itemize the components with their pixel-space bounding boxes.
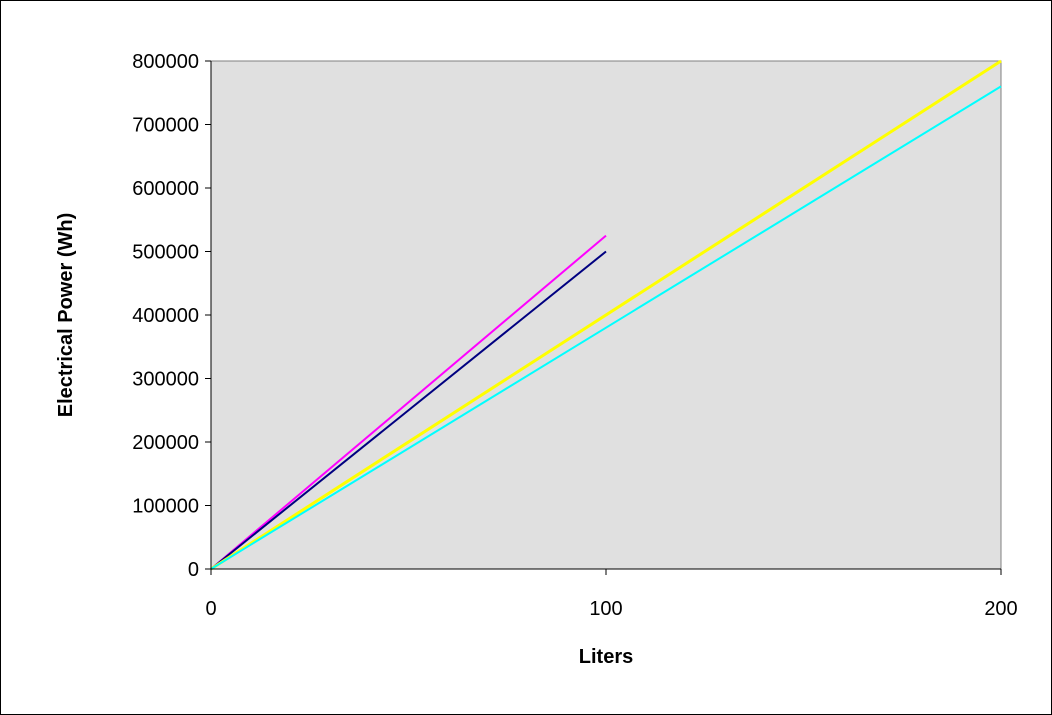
x-tick-label: 100 <box>589 598 622 620</box>
y-tick-label: 0 <box>188 559 199 581</box>
axes-layer: 0 100000 200000 300000 400000 500000 600000 700… <box>132 51 1017 620</box>
series-layer <box>210 59 1002 571</box>
series-line-3 <box>210 59 1002 571</box>
y-tick-label: 200000 <box>132 432 199 454</box>
x-tick-label: 200 <box>984 598 1017 620</box>
series-line-4 <box>210 85 1002 570</box>
y-tick-label: 100000 <box>132 496 199 518</box>
series-line-1 <box>210 234 607 570</box>
y-tick-label: 300000 <box>132 369 199 391</box>
y-tick-label: 700000 <box>132 115 199 137</box>
y-tick-label: 400000 <box>132 305 199 327</box>
series-line-2 <box>210 250 607 570</box>
y-tick-label: 500000 <box>132 242 199 264</box>
y-axis-title: Electrical Power (Wh) <box>55 213 77 418</box>
y-tick-label: 800000 <box>132 51 199 73</box>
x-axis-title: Liters <box>579 646 633 668</box>
y-tick-label: 600000 <box>132 178 199 200</box>
x-tick-label: 0 <box>205 598 216 620</box>
